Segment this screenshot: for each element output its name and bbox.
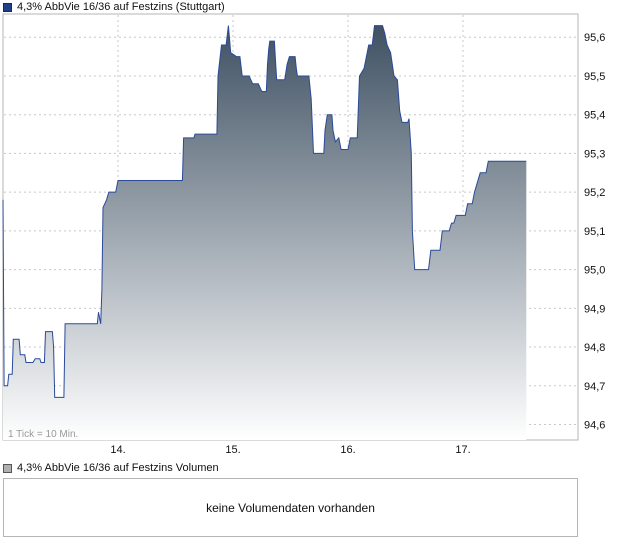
y-tick-label: 94,8 (584, 342, 605, 354)
volume-legend-label: 4,3% AbbVie 16/36 auf Festzins Volumen (17, 462, 219, 474)
x-axis-ticks: 14. 15. 16. 17. (110, 444, 470, 456)
price-legend-label: 4,3% AbbVie 16/36 auf Festzins (Stuttgar… (17, 1, 225, 13)
price-legend: 4,3% AbbVie 16/36 auf Festzins (Stuttgar… (3, 0, 225, 14)
y-tick-label: 94,9 (584, 303, 605, 315)
tick-interval-note: 1 Tick = 10 Min. (8, 429, 78, 440)
volume-legend: 4,3% AbbVie 16/36 auf Festzins Volumen (3, 461, 219, 475)
y-tick-label: 95,4 (584, 110, 605, 122)
price-chart: 95,6 95,5 95,4 95,3 95,2 95,1 95,0 94,9 94,8 94,7… (2, 13, 605, 456)
series-area-fill (3, 25, 527, 440)
x-tick-label: 14. (110, 444, 125, 456)
y-tick-label: 95,3 (584, 148, 605, 160)
no-volume-message: keine Volumendaten vorhanden (206, 500, 375, 515)
y-tick-label: 94,7 (584, 381, 605, 393)
y-tick-label: 95,0 (584, 265, 605, 277)
x-tick-label: 15. (225, 444, 240, 456)
y-tick-label: 95,5 (584, 71, 605, 83)
volume-panel: keine Volumendaten vorhanden (3, 478, 578, 537)
x-tick-label: 17. (455, 444, 470, 456)
y-tick-label: 94,6 (584, 420, 605, 432)
y-axis-ticks: 95,6 95,5 95,4 95,3 95,2 95,1 95,0 94,9 94,8 94,7… (584, 32, 605, 431)
series-line (2, 25, 527, 398)
x-tick-label: 16. (340, 444, 355, 456)
y-tick-label: 95,1 (584, 226, 605, 238)
volume-legend-swatch (3, 463, 12, 473)
y-tick-label: 95,6 (584, 32, 605, 44)
price-legend-swatch (3, 2, 12, 12)
series-area (2, 25, 527, 440)
y-tick-label: 95,2 (584, 187, 605, 199)
